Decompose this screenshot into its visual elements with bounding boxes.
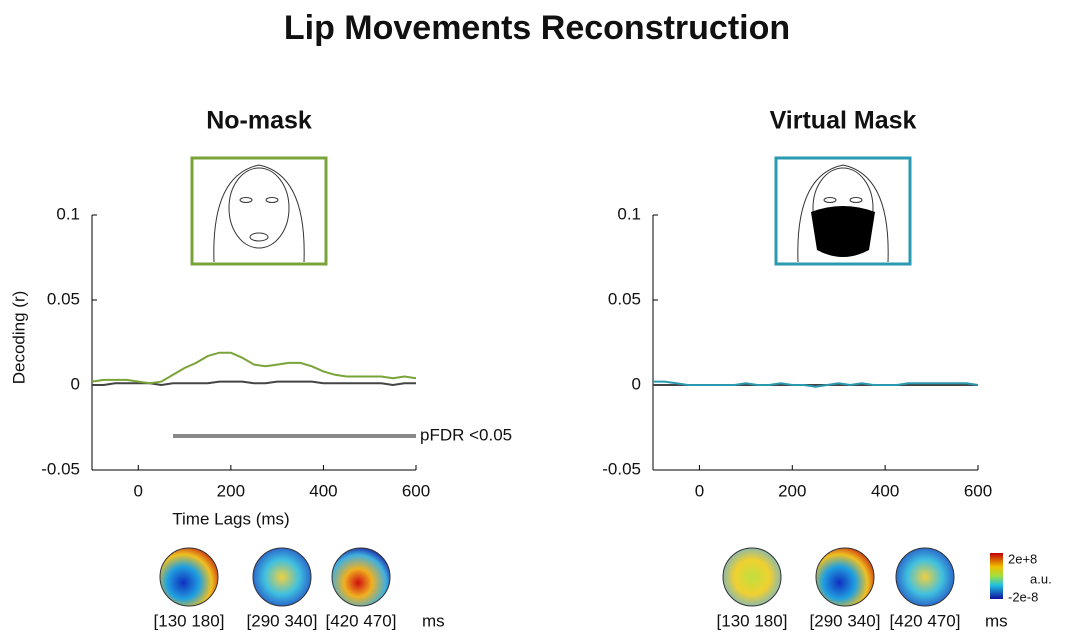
y-tick-label: -0.05 bbox=[41, 459, 80, 478]
eye bbox=[823, 197, 837, 203]
y-tick-label: 0.05 bbox=[608, 289, 641, 308]
topomap bbox=[722, 547, 782, 607]
topomap-label: [290 340] bbox=[810, 611, 881, 630]
x-tick-label: 400 bbox=[309, 481, 337, 500]
colorbar-min: -2e-8 bbox=[1008, 589, 1038, 604]
y-tick-label: 0.05 bbox=[47, 289, 80, 308]
line-series bbox=[653, 380, 979, 388]
topomap-label: [420 470] bbox=[890, 611, 961, 630]
significance-label: pFDR <0.05 bbox=[420, 425, 512, 444]
eye bbox=[849, 197, 863, 203]
face-illustration bbox=[190, 156, 328, 266]
y-axis-label: Decoding (r) bbox=[9, 291, 28, 385]
topomap-label: [130 180] bbox=[717, 611, 788, 630]
colorbar-unit: a.u. bbox=[1030, 571, 1052, 586]
mask bbox=[811, 206, 875, 257]
topomap-unit: ms bbox=[422, 611, 445, 630]
topomap-label: [130 180] bbox=[154, 611, 225, 630]
hair bbox=[797, 164, 889, 263]
figure-title: Lip Movements Reconstruction bbox=[284, 9, 790, 47]
topomap bbox=[159, 547, 219, 607]
x-axis-label: Time Lags (ms) bbox=[172, 509, 289, 528]
y-tick-label: 0 bbox=[71, 374, 80, 393]
y-tick-label: 0 bbox=[632, 374, 641, 393]
x-tick-label: 600 bbox=[964, 481, 992, 500]
line-series bbox=[91, 351, 417, 385]
colorbar bbox=[990, 553, 1003, 599]
y-tick-label: 0.1 bbox=[617, 204, 641, 223]
y-tick-label: -0.05 bbox=[602, 459, 641, 478]
x-tick-label: 0 bbox=[695, 481, 704, 500]
hair bbox=[213, 164, 305, 263]
x-tick-label: 600 bbox=[402, 481, 430, 500]
face bbox=[228, 167, 290, 249]
x-tick-label: 200 bbox=[778, 481, 806, 500]
topomap bbox=[252, 547, 312, 607]
colorbar-max: 2e+8 bbox=[1008, 551, 1037, 566]
topomap bbox=[331, 547, 391, 607]
chart-title: No-mask bbox=[206, 107, 312, 135]
mouth bbox=[249, 232, 269, 242]
chart-title: Virtual Mask bbox=[770, 107, 917, 135]
topomap-label: [420 470] bbox=[326, 611, 397, 630]
topomap bbox=[895, 547, 955, 607]
x-tick-label: 400 bbox=[871, 481, 899, 500]
topomap-label: [290 340] bbox=[247, 611, 318, 630]
eye bbox=[239, 197, 253, 203]
topomap bbox=[815, 547, 875, 607]
y-tick-label: 0.1 bbox=[56, 204, 80, 223]
x-tick-label: 0 bbox=[134, 481, 143, 500]
topomap-unit: ms bbox=[985, 611, 1008, 630]
eye bbox=[265, 197, 279, 203]
x-tick-label: 200 bbox=[217, 481, 245, 500]
face-illustration bbox=[774, 156, 912, 266]
